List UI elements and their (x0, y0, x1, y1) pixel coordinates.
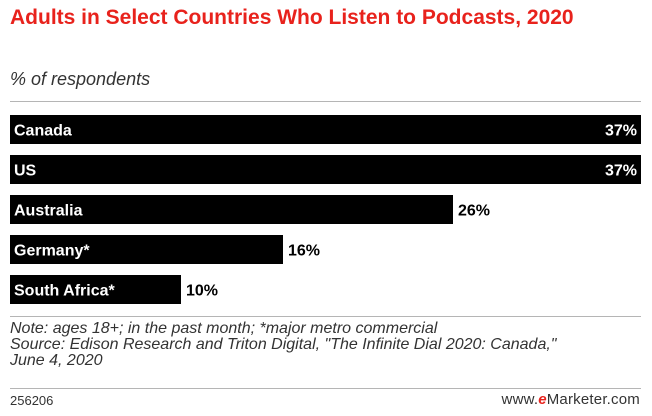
bar-row-australia: Australia 26% (10, 195, 490, 224)
brand-link[interactable]: www.eMarketer.com (502, 391, 640, 408)
bar-australia (10, 195, 453, 224)
bar-row-south-africa: South Africa* 10% (10, 275, 218, 304)
brand-e: e (538, 391, 547, 408)
bar-row-canada: Canada 37% (10, 115, 641, 144)
category-label: Australia (14, 203, 83, 220)
top-divider (10, 101, 641, 102)
bar-row-us: US 37% (10, 155, 641, 184)
category-label: South Africa* (14, 283, 116, 300)
category-label: Canada (14, 123, 72, 140)
brand-rest: Marketer.com (546, 391, 640, 408)
bar-us (10, 155, 641, 184)
bar-row-germany: Germany* 16% (10, 235, 320, 264)
category-label: US (14, 163, 37, 180)
value-label: 10% (186, 283, 218, 300)
value-label: 16% (288, 243, 320, 260)
chart-id: 256206 (10, 393, 54, 408)
source-line-2: June 4, 2020 (10, 352, 103, 369)
value-label: 26% (458, 203, 490, 220)
footer-divider (10, 388, 641, 389)
chart-title: Adults in Select Countries Who Listen to… (10, 6, 574, 29)
bar-canada (10, 115, 641, 144)
value-label: 37% (605, 123, 637, 140)
chart-subtitle: % of respondents (10, 69, 151, 89)
note-line: Note: ages 18+; in the past month; *majo… (10, 320, 438, 337)
notes-divider (10, 316, 641, 317)
bar-south-africa (10, 275, 181, 304)
value-label: 37% (605, 163, 637, 180)
chart-notes: Note: ages 18+; in the past month; *majo… (10, 321, 642, 369)
brand-prefix: www. (501, 391, 539, 408)
bar-germany (10, 235, 283, 264)
source-line-1: Source: Edison Research and Triton Digit… (10, 336, 557, 353)
category-label: Germany* (14, 243, 90, 260)
